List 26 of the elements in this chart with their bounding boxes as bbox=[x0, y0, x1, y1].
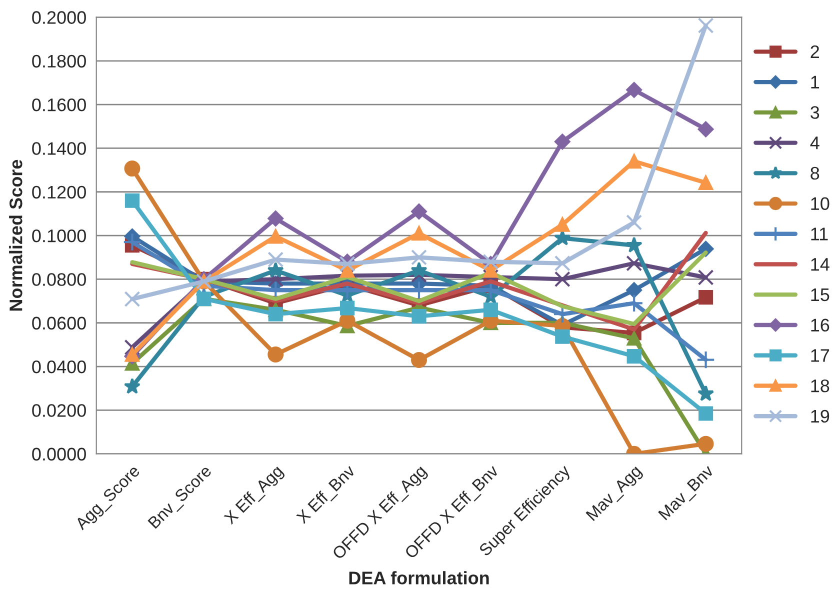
legend-label: 10 bbox=[811, 197, 830, 210]
y-tick-label: 0.0800 bbox=[32, 273, 86, 286]
y-tick-label: 0.1800 bbox=[32, 54, 86, 68]
legend-label: 8 bbox=[810, 166, 820, 180]
x-axis-title: DEA formulation bbox=[349, 571, 489, 584]
legend-label: 11 bbox=[811, 228, 828, 240]
y-tick-label: 0.2000 bbox=[32, 11, 86, 24]
legend-label: 19 bbox=[811, 410, 830, 423]
legend-label: 18 bbox=[811, 379, 830, 392]
legend-label: 14 bbox=[811, 258, 830, 271]
y-tick-label: 0.1400 bbox=[32, 142, 86, 155]
y-tick-label: 0.0400 bbox=[32, 360, 86, 374]
legend-label: 2 bbox=[810, 45, 819, 58]
legend-label: 1 bbox=[811, 76, 820, 88]
y-tick-label: 0.0000 bbox=[32, 448, 86, 461]
legend-label: 3 bbox=[810, 106, 820, 119]
legend-label: 16 bbox=[811, 318, 830, 332]
y-tick-label: 0.0200 bbox=[32, 404, 86, 417]
y-tick-label: 0.1000 bbox=[32, 229, 86, 242]
y-tick-label: 0.1200 bbox=[32, 186, 86, 199]
legend-label: 17 bbox=[811, 349, 830, 362]
y-tick-label: 0.1600 bbox=[32, 98, 86, 112]
y-tick-label: 0.0600 bbox=[32, 316, 86, 330]
legend-label: 4 bbox=[810, 136, 820, 150]
legend-label: 15 bbox=[811, 288, 830, 302]
y-axis-title: Normalized Score bbox=[9, 160, 22, 311]
